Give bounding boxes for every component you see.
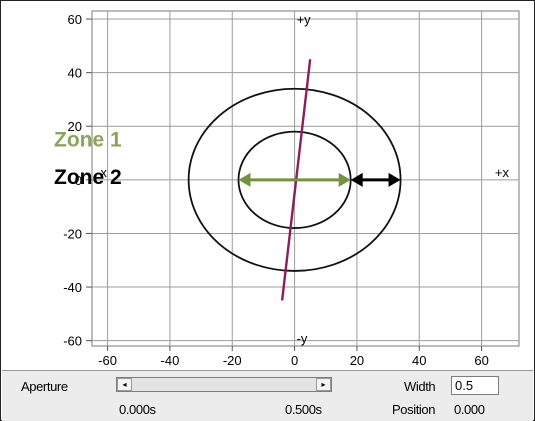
aperture-scrollbar[interactable]: ◂ ▸: [116, 377, 332, 392]
time-end-label: 0.500s: [285, 402, 322, 417]
y-positive-label: +y: [297, 12, 312, 27]
x-tick-label: -40: [161, 353, 180, 368]
x-tick-label: -60: [98, 353, 117, 368]
y-tick-label: 60: [68, 12, 82, 27]
scroll-left-button[interactable]: ◂: [117, 378, 132, 391]
x-tick-label: 20: [350, 353, 364, 368]
time-start-label: 0.000s: [119, 402, 156, 417]
width-label: Width: [404, 379, 436, 394]
x-tick-label: 0: [291, 353, 298, 368]
position-label: Position: [392, 402, 436, 417]
y-tick-label: 0: [75, 173, 82, 188]
aperture-label: Aperture: [21, 379, 68, 394]
y-tick-label: -60: [63, 334, 82, 349]
zone-circle-2: [187, 87, 402, 272]
zone-2-label: Zone 2: [54, 166, 122, 189]
position-value: 0.000: [454, 402, 485, 417]
x-tick-label: -20: [223, 353, 242, 368]
plot-border: [91, 10, 520, 347]
arrow-head-left: [238, 172, 251, 187]
arrow-head-right: [388, 172, 401, 187]
arrow-head-left: [350, 172, 363, 187]
y-tick-label: 40: [68, 66, 82, 81]
x-positive-label: +x: [495, 165, 510, 180]
zone-1-label: Zone 1: [54, 129, 122, 152]
width-arrow-2: [350, 172, 401, 187]
arrow-head-right: [338, 172, 351, 187]
y-tick-label: 20: [68, 119, 82, 134]
y-tick-label: -20: [63, 226, 82, 241]
x-negative-label: -x: [96, 165, 107, 180]
x-tick-label: 40: [412, 353, 426, 368]
width-arrow-1: [238, 172, 351, 187]
control-panel: Aperture ◂ ▸ 0.000s 0.500s Width Positio…: [2, 370, 533, 421]
plot-area[interactable]: -60 -40 -20 0 20 40 60 60 40 20 0 -20 -40 -60 +y -y +x -…: [1, 1, 534, 370]
width-input[interactable]: [451, 376, 499, 395]
scroll-right-button[interactable]: ▸: [316, 378, 331, 391]
x-tick-label: 60: [474, 353, 488, 368]
y-tick-label: -40: [63, 280, 82, 295]
y-negative-label: -y: [297, 331, 308, 346]
